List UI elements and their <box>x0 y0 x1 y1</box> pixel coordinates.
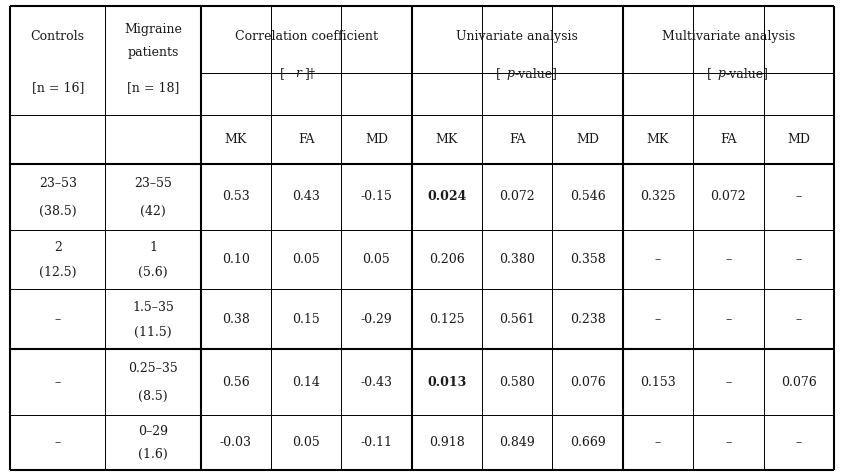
Text: 0.072: 0.072 <box>500 190 535 203</box>
Text: 0.38: 0.38 <box>222 313 250 326</box>
Text: –: – <box>725 313 732 326</box>
Text: FA: FA <box>298 133 314 146</box>
Text: Correlation coefficient: Correlation coefficient <box>235 30 377 43</box>
Text: 0.153: 0.153 <box>640 376 676 388</box>
Text: 0.05: 0.05 <box>292 253 320 266</box>
Text: (12.5): (12.5) <box>39 266 77 279</box>
Text: –: – <box>655 313 661 326</box>
Text: 0.43: 0.43 <box>292 190 320 203</box>
Text: p: p <box>717 67 726 80</box>
Text: -value]: -value] <box>514 67 557 80</box>
Text: 0.05: 0.05 <box>363 253 390 266</box>
Text: 0.561: 0.561 <box>500 313 535 326</box>
Text: [: [ <box>707 67 712 80</box>
Text: 0.072: 0.072 <box>711 190 746 203</box>
Text: 2: 2 <box>54 241 62 254</box>
Text: –: – <box>655 436 661 449</box>
Text: patients: patients <box>127 46 179 59</box>
Text: 0.849: 0.849 <box>500 436 535 449</box>
Text: (42): (42) <box>140 205 165 218</box>
Text: Migraine: Migraine <box>124 23 181 36</box>
Text: MK: MK <box>225 133 247 146</box>
Text: 0.918: 0.918 <box>429 436 465 449</box>
Text: 0.358: 0.358 <box>570 253 605 266</box>
Text: 0–29: 0–29 <box>138 425 168 438</box>
Text: –: – <box>55 436 61 449</box>
Text: 0.580: 0.580 <box>500 376 535 388</box>
Text: 0.14: 0.14 <box>292 376 320 388</box>
Text: 0.125: 0.125 <box>429 313 465 326</box>
Text: 0.15: 0.15 <box>292 313 320 326</box>
Text: -0.43: -0.43 <box>360 376 392 388</box>
Text: Univariate analysis: Univariate analysis <box>457 30 578 43</box>
Text: [n = 18]: [n = 18] <box>127 81 179 94</box>
Text: (38.5): (38.5) <box>39 205 77 218</box>
Text: [: [ <box>280 67 285 80</box>
Text: 23–55: 23–55 <box>134 177 172 190</box>
Text: 0.076: 0.076 <box>781 376 816 388</box>
Text: 0.05: 0.05 <box>292 436 320 449</box>
Text: –: – <box>725 376 732 388</box>
Text: MK: MK <box>436 133 458 146</box>
Text: (8.5): (8.5) <box>138 390 168 403</box>
Text: 23–53: 23–53 <box>39 177 77 190</box>
Text: 0.546: 0.546 <box>570 190 605 203</box>
Text: 0.024: 0.024 <box>427 190 467 203</box>
Text: 1: 1 <box>149 241 157 254</box>
Text: 0.56: 0.56 <box>222 376 250 388</box>
Text: -value]: -value] <box>725 67 768 80</box>
Text: r: r <box>295 67 300 80</box>
Text: 0.013: 0.013 <box>427 376 467 388</box>
Text: 0.10: 0.10 <box>222 253 250 266</box>
Text: FA: FA <box>509 133 526 146</box>
Text: 0.380: 0.380 <box>500 253 535 266</box>
Text: (1.6): (1.6) <box>138 448 168 461</box>
Text: –: – <box>796 313 802 326</box>
Text: Multivariate analysis: Multivariate analysis <box>662 30 795 43</box>
Text: –: – <box>725 253 732 266</box>
Text: (5.6): (5.6) <box>138 266 168 279</box>
Text: 0.669: 0.669 <box>570 436 605 449</box>
Text: MD: MD <box>576 133 599 146</box>
Text: (11.5): (11.5) <box>134 326 171 339</box>
Text: [n = 16]: [n = 16] <box>31 81 84 94</box>
Text: 0.53: 0.53 <box>222 190 250 203</box>
Text: [: [ <box>496 67 501 80</box>
Text: –: – <box>55 313 61 326</box>
Text: –: – <box>655 253 661 266</box>
Text: -0.11: -0.11 <box>360 436 392 449</box>
Text: Controls: Controls <box>30 30 84 43</box>
Text: –: – <box>796 436 802 449</box>
Text: -0.03: -0.03 <box>219 436 252 449</box>
Text: ]†: ]† <box>304 67 315 80</box>
Text: -0.29: -0.29 <box>360 313 392 326</box>
Text: -0.15: -0.15 <box>360 190 392 203</box>
Text: –: – <box>796 253 802 266</box>
Text: 0.238: 0.238 <box>570 313 605 326</box>
Text: 0.206: 0.206 <box>429 253 465 266</box>
Text: MD: MD <box>365 133 388 146</box>
Text: 0.325: 0.325 <box>640 190 676 203</box>
Text: MD: MD <box>787 133 810 146</box>
Text: MK: MK <box>647 133 669 146</box>
Text: –: – <box>796 190 802 203</box>
Text: p: p <box>506 67 515 80</box>
Text: 0.076: 0.076 <box>570 376 605 388</box>
Text: –: – <box>55 376 61 388</box>
Text: FA: FA <box>720 133 737 146</box>
Text: 1.5–35: 1.5–35 <box>132 301 174 314</box>
Text: 0.25–35: 0.25–35 <box>128 362 178 376</box>
Text: –: – <box>725 436 732 449</box>
